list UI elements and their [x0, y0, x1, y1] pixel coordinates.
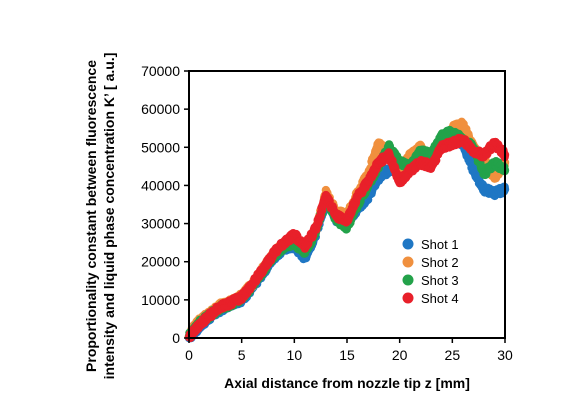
legend-item: Shot 4	[402, 291, 459, 306]
y-axis-title-line-1: Proportionality constant between fluores…	[83, 60, 99, 372]
x-tick-label: 0	[185, 347, 193, 363]
x-axis-title: Axial distance from nozzle tip z [mm]	[224, 375, 470, 391]
legend-marker	[402, 274, 414, 286]
legend: Shot 1 Shot 2 Shot 3 Shot 4	[402, 237, 459, 306]
series-1-markers	[184, 129, 510, 343]
legend-item: Shot 1	[402, 237, 459, 252]
y-tick-label: 10000	[141, 292, 180, 308]
y-axis-ticks: 0 10000 20000 30000 40000 50000 60000 70000	[141, 63, 189, 346]
legend-item: Shot 3	[402, 273, 459, 288]
x-axis-ticks: 0 5 10 15 20 25 30	[185, 338, 513, 363]
x-tick-label: 30	[497, 347, 513, 363]
series-4-markers	[184, 133, 510, 343]
legend-label: Shot 1	[421, 237, 459, 252]
legend-item: Shot 2	[402, 255, 459, 270]
legend-label: Shot 3	[421, 273, 459, 288]
x-tick-label: 15	[339, 347, 355, 363]
y-tick-label: 50000	[141, 139, 180, 155]
legend-marker	[402, 238, 414, 250]
y-axis-title-line-2: intensity and liquid phase concentration…	[101, 53, 117, 380]
y-tick-label: 0	[172, 330, 180, 346]
y-axis-title: Proportionality constant between fluores…	[83, 53, 117, 380]
data-markers	[184, 117, 510, 343]
y-tick-label: 70000	[141, 63, 180, 79]
y-tick-label: 30000	[141, 216, 180, 232]
x-tick-label: 10	[287, 347, 303, 363]
x-tick-label: 20	[392, 347, 408, 363]
series-3-markers	[184, 125, 510, 342]
x-tick-label: 25	[445, 347, 461, 363]
legend-label: Shot 2	[421, 255, 459, 270]
legend-marker	[402, 292, 414, 304]
y-tick-label: 40000	[141, 177, 180, 193]
y-tick-label: 60000	[141, 101, 180, 117]
y-tick-label: 20000	[141, 254, 180, 270]
x-tick-label: 5	[238, 347, 246, 363]
legend-label: Shot 4	[421, 291, 459, 306]
legend-marker	[402, 256, 414, 268]
